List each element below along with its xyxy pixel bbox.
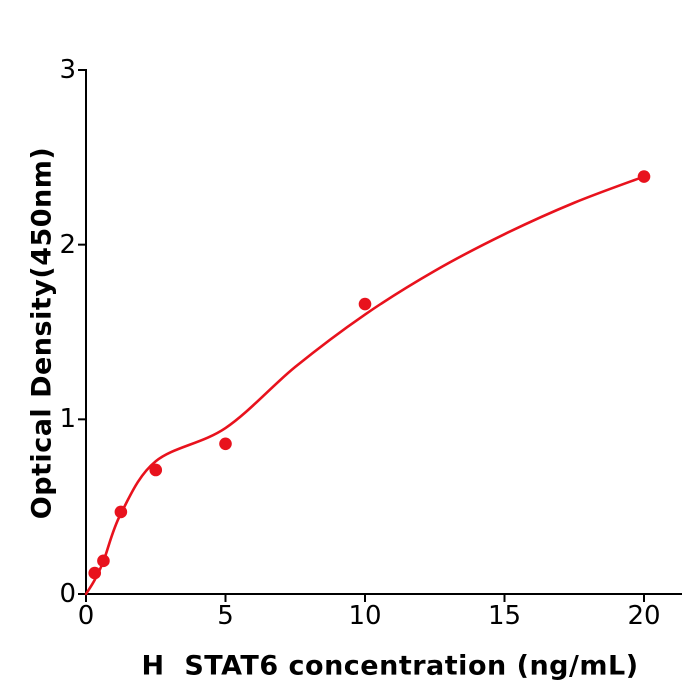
data-point xyxy=(219,437,232,451)
x-tick-label: 10 xyxy=(348,601,382,631)
x-tick-label: 20 xyxy=(627,601,661,631)
x-tick-label: 0 xyxy=(77,601,95,631)
y-tick-label: 3 xyxy=(59,54,76,85)
data-point xyxy=(97,554,110,568)
fit-curve xyxy=(84,175,646,596)
y-tick-label: 0 xyxy=(59,579,76,609)
x-tick-label: 15 xyxy=(487,601,522,631)
y-axis-title: Optical Density(450nm) xyxy=(26,146,58,520)
y-tick-label: 1 xyxy=(59,404,76,435)
x-axis-title: H STAT6 concentration (ng/mL) xyxy=(141,650,639,682)
y-tick-label: 2 xyxy=(59,229,76,260)
data-point xyxy=(88,566,102,580)
data-point xyxy=(358,297,372,311)
data-point xyxy=(637,170,651,183)
data-point xyxy=(114,505,128,519)
data-point xyxy=(149,463,163,477)
x-tick-label: 5 xyxy=(217,601,234,631)
